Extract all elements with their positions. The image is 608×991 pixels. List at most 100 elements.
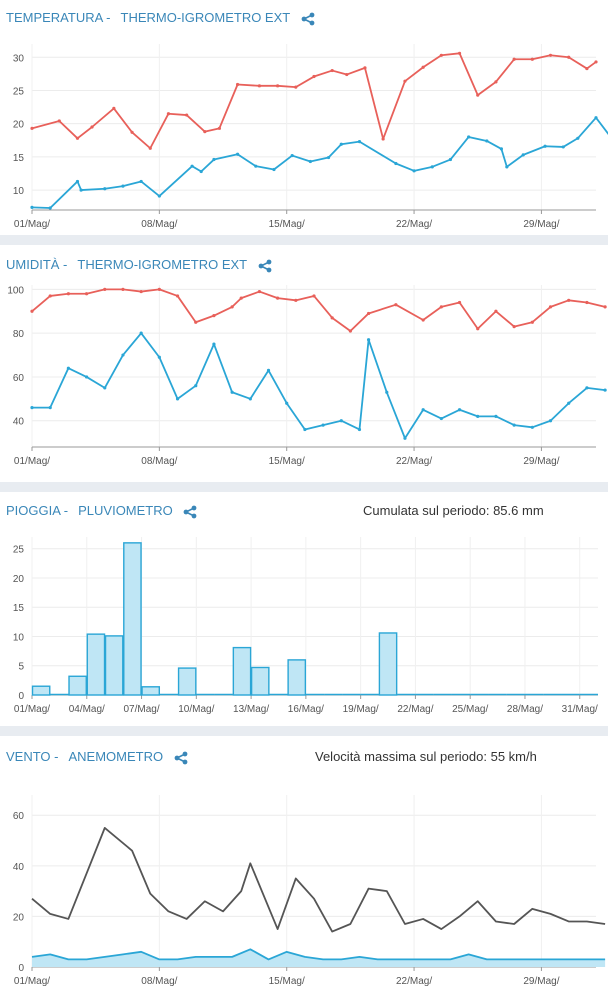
x-tick-label: 08/Mag/ [141, 456, 177, 467]
x-tick-label: 01/Mag/ [14, 976, 50, 987]
data-point [330, 68, 334, 73]
data-point [494, 80, 498, 84]
rain-bar [31, 685, 51, 696]
data-point [548, 419, 553, 423]
data-point [203, 130, 207, 134]
humidity-chart: 40 60 80 100 01/Mag/08/Mag/15/Mag/22/Mag/29/… [7, 285, 607, 467]
data-point [139, 179, 143, 184]
data-point [530, 320, 534, 324]
data-point [494, 309, 498, 313]
data-point [421, 318, 425, 322]
data-point [212, 314, 216, 318]
data-point [48, 294, 52, 298]
data-point [548, 53, 553, 57]
data-point [66, 292, 70, 296]
data-point [308, 159, 312, 164]
data-point [66, 366, 70, 370]
sensor-link[interactable]: PLUVIOMETRO [78, 503, 173, 518]
series-line [31, 948, 606, 961]
x-tick-label: 29/Mag/ [523, 219, 559, 230]
share-icon[interactable] [182, 505, 198, 519]
x-tick-label: 01/Mag/ [14, 704, 50, 715]
data-point [276, 296, 280, 300]
share-icon[interactable] [257, 259, 273, 273]
y-tick-label: 15 [13, 153, 25, 164]
rain-bar [68, 675, 87, 696]
panel-title: VENTO - [6, 749, 59, 764]
panel-header: PIOGGIA - PLUVIOMETRO [6, 503, 198, 519]
data-point [303, 427, 307, 432]
panel-title: TEMPERATURA - [6, 10, 111, 25]
data-point [312, 294, 316, 298]
data-point [217, 126, 221, 130]
data-point [175, 397, 180, 401]
data-point [139, 331, 143, 335]
y-tick-label: 20 [13, 120, 25, 131]
y-tick-label: 20 [13, 912, 25, 923]
data-point [103, 386, 107, 390]
data-point [248, 397, 252, 401]
y-tick-label: 40 [13, 417, 25, 428]
sensor-link[interactable]: ANEMOMETRO [68, 749, 164, 764]
data-point [272, 167, 276, 172]
data-point [157, 287, 161, 291]
data-point [439, 305, 443, 309]
data-point [139, 289, 143, 294]
sensor-link[interactable]: THERMO-IGROMETRO EXT [120, 10, 290, 25]
data-point [567, 55, 571, 59]
data-point [494, 414, 498, 418]
data-point [357, 427, 362, 432]
data-point [363, 66, 367, 70]
x-tick-label: 22/Mag/ [396, 456, 432, 467]
data-point [366, 338, 371, 342]
rain-bar [378, 632, 398, 696]
y-tick-label: 80 [13, 329, 25, 340]
data-point [330, 316, 334, 320]
data-point [30, 405, 34, 410]
data-point [212, 157, 216, 162]
data-point [485, 139, 489, 143]
data-point [403, 436, 407, 440]
x-tick-label: 04/Mag/ [69, 704, 105, 715]
x-tick-label: 22/Mag/ [397, 704, 433, 715]
x-tick-label: 22/Mag/ [396, 976, 432, 987]
x-tick-label: 16/Mag/ [288, 704, 324, 715]
x-tick-label: 01/Mag/ [14, 219, 50, 230]
share-icon[interactable] [300, 12, 316, 26]
data-point [499, 147, 503, 151]
x-tick-label: 29/Mag/ [523, 456, 559, 467]
x-tick-label: 01/Mag/ [14, 456, 50, 467]
data-point [505, 165, 509, 169]
data-point [543, 144, 547, 148]
data-point [448, 157, 453, 162]
data-point [75, 179, 80, 184]
data-point [285, 401, 289, 405]
data-point [585, 300, 589, 305]
data-point [121, 353, 125, 357]
rain-bar [232, 646, 252, 696]
data-point [403, 79, 407, 83]
data-point [457, 51, 462, 55]
data-point [194, 320, 198, 324]
rain-bar [287, 659, 307, 696]
data-point [239, 296, 243, 300]
wind-chart: 0 20 40 60 01/Mag/08/Mag/15/Mag/22/Mag/29/Ma… [13, 795, 606, 987]
data-point [366, 311, 371, 316]
y-tick-label: 20 [13, 574, 25, 585]
data-point [121, 287, 125, 291]
y-tick-label: 10 [13, 632, 25, 643]
data-point [235, 82, 240, 87]
rain-bar [250, 666, 270, 696]
data-point [30, 205, 34, 209]
sensor-link[interactable]: THERMO-IGROMETRO EXT [77, 257, 247, 272]
share-icon[interactable] [173, 751, 189, 765]
y-tick-label: 60 [13, 811, 25, 822]
data-point [585, 66, 589, 71]
data-point [312, 74, 316, 79]
x-tick-label: 07/Mag/ [123, 704, 159, 715]
data-point [294, 85, 298, 89]
y-tick-label: 40 [13, 862, 25, 873]
panel-separator [0, 235, 608, 245]
data-point [348, 329, 352, 333]
y-tick-label: 5 [18, 662, 24, 673]
